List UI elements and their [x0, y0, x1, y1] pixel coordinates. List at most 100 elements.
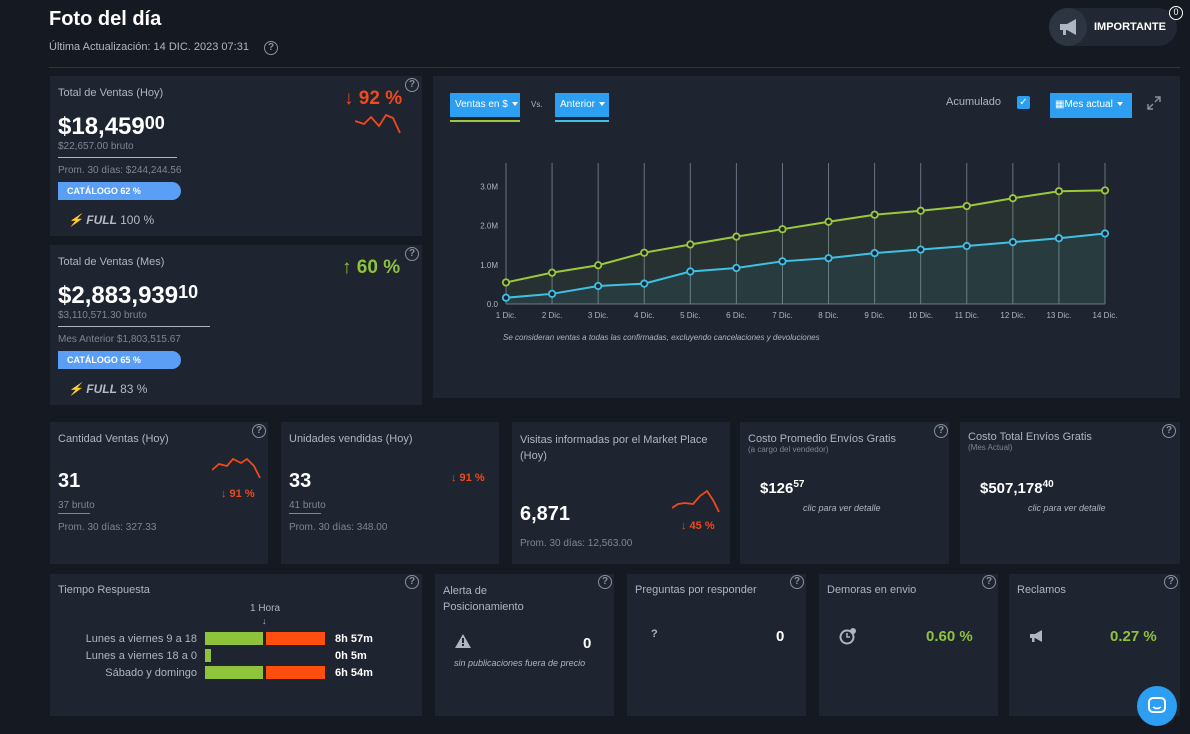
chat-button[interactable]	[1137, 686, 1177, 726]
response-time-card: Tiempo Respuesta ? 1 Hora ↓ Lunes a vier…	[50, 574, 422, 716]
last-update-text: Última Actualización: 14 DIC. 2023 07:31	[49, 41, 249, 53]
kpi-value-cents: 40	[1042, 479, 1054, 490]
kpi-title: Unidades vendidas (Hoy)	[289, 433, 413, 445]
help-icon[interactable]: ?	[1164, 575, 1178, 589]
kpi-gross: 41 bruto	[289, 500, 326, 511]
help-icon[interactable]: ?	[405, 575, 419, 589]
series-a-dropdown[interactable]: Ventas en $	[450, 93, 520, 117]
avg-shipping-cost-card[interactable]: Costo Promedio Envíos Gratis (a cargo de…	[740, 422, 949, 564]
kpi-value: 6,871	[520, 503, 571, 525]
series-point	[1100, 186, 1110, 195]
series-b-label: Anterior	[560, 99, 596, 110]
help-icon[interactable]: ?	[264, 41, 278, 55]
expand-icon[interactable]	[1147, 96, 1161, 110]
alert-link[interactable]: sin publicaciones fuera de precio	[454, 658, 586, 668]
last-update: Última Actualización: 14 DIC. 2023 07:31	[49, 41, 249, 53]
sales-month-gross: $3,110,571.30 bruto	[58, 310, 147, 321]
sales-today-sparkline	[355, 113, 401, 134]
full-label: FULL	[86, 382, 117, 396]
help-icon[interactable]: ?	[405, 78, 419, 92]
help-icon[interactable]: ?	[405, 247, 419, 261]
chat-icon	[1148, 697, 1166, 713]
sales-today-average: Prom. 30 días: $244,244.56	[58, 165, 182, 176]
accumulated-checkbox[interactable]: ✓	[1017, 96, 1030, 109]
full-indicator: ⚡ FULL 100 %	[68, 213, 154, 227]
detail-link[interactable]: clic para ver detalle	[803, 503, 881, 513]
series-a-underline	[450, 120, 520, 122]
help-icon[interactable]: ?	[598, 575, 612, 589]
kpi-value-main: $126	[760, 480, 794, 497]
x-tick-label: 3 Dic.	[588, 311, 608, 320]
kpi-value: $12657	[760, 479, 805, 498]
response-row-value: 8h 57m	[335, 633, 373, 645]
series-point	[594, 261, 603, 270]
help-icon[interactable]: ?	[790, 575, 804, 589]
visits-sparkline	[672, 489, 720, 513]
response-bar-green	[205, 666, 263, 679]
kpi-title: Visitas informadas por el Market Place (…	[520, 434, 708, 462]
response-row-label: Sábado y domingo	[105, 667, 197, 679]
warning-icon	[455, 634, 471, 653]
y-tick-label: 0.0	[487, 300, 499, 309]
kpi-pct: ↓ 91 %	[451, 472, 485, 484]
x-tick-label: 6 Dic.	[726, 311, 746, 320]
response-time-title: Tiempo Respuesta	[58, 584, 150, 596]
kpi-gross: 37 bruto	[58, 500, 95, 511]
series-point	[501, 278, 511, 287]
sales-line-chart: 0.0 1.0M 2.0M 3.0M 1 Dic. 2 Dic. 3 Dic. 4 Dic. 5…	[480, 163, 1118, 320]
series-point	[870, 210, 879, 219]
units-sold-card: Unidades vendidas (Hoy) ↓ 91 % 33 41 bru…	[281, 422, 499, 564]
series-line	[505, 232, 1106, 299]
catalog-bar: CATÁLOGO 65 %	[58, 351, 181, 369]
clock-icon	[839, 627, 857, 650]
x-tick-label: 14 Dic.	[1093, 311, 1118, 320]
important-label: IMPORTANTE	[1094, 21, 1166, 33]
total-shipping-cost-card[interactable]: Costo Total Envíos Gratis (Mes Actual) ?…	[960, 422, 1180, 564]
catalog-bar: CATÁLOGO 62 %	[58, 182, 181, 200]
help-icon[interactable]: ?	[934, 424, 948, 438]
help-icon[interactable]: ?	[982, 575, 996, 589]
series-point	[686, 240, 695, 249]
series-point	[1008, 238, 1017, 247]
x-tick-label: 9 Dic.	[864, 311, 884, 320]
series-point	[1100, 229, 1110, 238]
series-point	[732, 263, 741, 273]
x-tick-label: 4 Dic.	[634, 311, 654, 320]
x-tick-label: 10 Dic.	[908, 311, 933, 320]
response-bar-green	[205, 649, 211, 662]
full-label: FULL	[86, 213, 117, 227]
delays-title: Demoras en envio	[827, 584, 917, 596]
pending-questions-card: Preguntas por responder ? ? 0	[627, 574, 806, 716]
series-b-dropdown[interactable]: Anterior	[555, 93, 609, 117]
divider	[58, 326, 210, 327]
series-point	[640, 248, 649, 257]
kpi-value: $507,17840	[980, 479, 1054, 498]
divider	[58, 157, 177, 158]
help-icon[interactable]: ?	[252, 424, 266, 438]
sales-today-cents: 00	[144, 113, 165, 133]
series-point	[916, 245, 925, 254]
alert-value: 0	[583, 635, 592, 652]
claims-title: Reclamos	[1017, 584, 1066, 596]
series-point	[686, 267, 695, 276]
important-button[interactable]: IMPORTANTE 0	[1049, 6, 1183, 46]
one-hour-marker: 1 Hora	[250, 603, 281, 614]
response-row-value: 6h 54m	[335, 667, 373, 679]
questions-title: Preguntas por responder	[635, 584, 757, 596]
x-tick-label: 12 Dic.	[1000, 311, 1025, 320]
sales-today-pct: ↓ 92 %	[344, 88, 403, 109]
help-icon[interactable]: ?	[1162, 424, 1176, 438]
sales-today-value: $18,459	[58, 113, 145, 140]
detail-link[interactable]: clic para ver detalle	[1028, 503, 1106, 513]
header-divider	[49, 67, 1180, 68]
sales-count-card: Cantidad Ventas (Hoy) ? ↓ 91 % 31 37 bru…	[50, 422, 268, 564]
period-dropdown[interactable]: ▦Mes actual	[1050, 93, 1132, 118]
series-b-underline	[555, 120, 609, 122]
positioning-alert-card: Alerta de Posicionamiento ? 0 sin public…	[435, 574, 614, 716]
series-point	[547, 289, 557, 298]
series-point	[547, 268, 557, 277]
x-tick-label: 8 Dic.	[818, 311, 838, 320]
lightning-icon: ⚡	[68, 382, 83, 396]
sales-today-card: Total de Ventas (Hoy) ? ↓ 92 % $18,45900…	[50, 76, 422, 236]
kpi-subtitle: (Mes Actual)	[968, 443, 1013, 452]
